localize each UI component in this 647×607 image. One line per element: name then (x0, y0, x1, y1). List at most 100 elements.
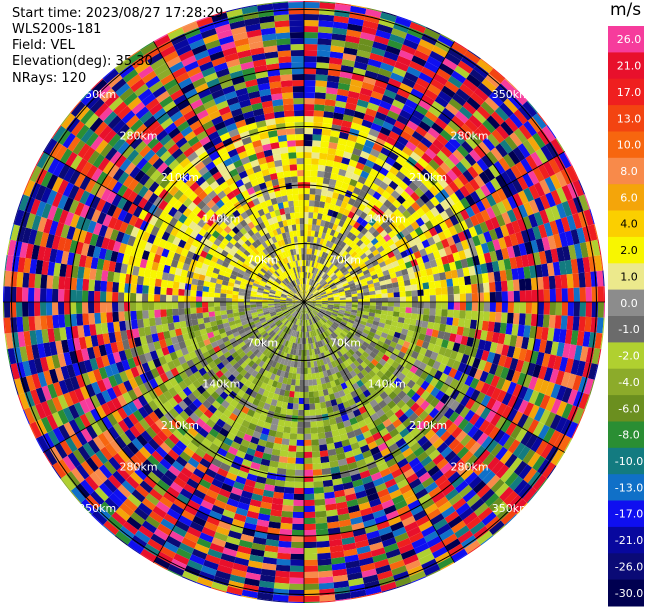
velocity-gate (437, 34, 454, 48)
velocity-gate (313, 110, 325, 117)
velocity-gate (593, 224, 599, 240)
velocity-gate (512, 313, 520, 325)
velocity-gate (423, 261, 432, 270)
velocity-gate (276, 467, 287, 475)
velocity-gate (376, 245, 385, 253)
velocity-gate (453, 302, 461, 311)
velocity-gate (446, 236, 456, 247)
velocity-gate (473, 87, 489, 102)
velocity-gate (330, 284, 337, 289)
velocity-gate (376, 257, 385, 264)
velocity-gate (533, 406, 546, 422)
velocity-gate (160, 316, 168, 325)
velocity-gate (358, 37, 374, 47)
velocity-gate (310, 433, 319, 440)
velocity-gate (389, 104, 403, 115)
velocity-gate (334, 237, 340, 245)
velocity-gate (409, 278, 417, 286)
velocity-gate (555, 370, 565, 386)
velocity-gate (436, 68, 451, 81)
velocity-gate (238, 305, 245, 309)
velocity-gate (112, 281, 119, 293)
velocity-gate (429, 259, 438, 268)
velocity-gate (512, 397, 524, 411)
velocity-gate (449, 215, 459, 226)
velocity-gate (318, 207, 324, 214)
velocity-gate (369, 270, 377, 277)
velocity-gate (348, 84, 362, 94)
velocity-gate (372, 117, 385, 127)
velocity-gate (570, 330, 579, 346)
velocity-gate (360, 235, 368, 243)
velocity-gate (550, 205, 561, 221)
velocity-gate (423, 302, 430, 309)
velocity-gate (539, 209, 550, 225)
velocity-gate (335, 180, 343, 188)
velocity-gate (560, 168, 573, 185)
velocity-gate (360, 320, 367, 326)
velocity-gate (490, 375, 501, 388)
velocity-gate (511, 220, 521, 234)
velocity-gate (424, 349, 433, 359)
velocity-gate (336, 282, 343, 288)
velocity-gate (483, 292, 490, 302)
velocity-gate (311, 288, 316, 294)
velocity-gate (477, 123, 492, 138)
velocity-gate (379, 280, 387, 286)
velocity-gate (430, 351, 439, 361)
velocity-gate (387, 194, 397, 204)
velocity-gate (22, 316, 30, 332)
velocity-gate (304, 278, 307, 285)
velocity-gate (304, 1, 320, 9)
velocity-gate (46, 302, 53, 316)
velocity-gate (314, 282, 320, 288)
velocity-gate (334, 302, 341, 304)
velocity-gate (328, 248, 334, 256)
velocity-gate (437, 363, 447, 373)
velocity-gate (344, 145, 355, 154)
velocity-gate (405, 290, 412, 297)
velocity-gate (350, 312, 357, 316)
velocity-gate (364, 230, 372, 239)
velocity-gate (561, 288, 568, 302)
velocity-gate (406, 215, 416, 225)
velocity-gate (448, 98, 463, 111)
velocity-gate (516, 218, 527, 232)
velocity-gate (304, 445, 312, 453)
velocity-gate (287, 451, 297, 458)
velocity-gate (323, 111, 334, 119)
velocity-gate (310, 266, 314, 273)
velocity-gate (501, 211, 512, 225)
velocity-gate (406, 66, 422, 78)
velocity-gate (385, 278, 392, 285)
velocity-gate (380, 265, 388, 272)
velocity-gate (503, 235, 513, 248)
velocity-gate (319, 594, 336, 602)
velocity-gate (314, 194, 321, 202)
velocity-gate (297, 421, 304, 428)
velocity-gate (492, 239, 501, 251)
velocity-gate (576, 360, 586, 377)
velocity-gate (283, 426, 291, 434)
velocity-gate (364, 214, 372, 223)
velocity-gate (191, 278, 199, 286)
velocity-gate (465, 136, 478, 150)
velocity-gate (524, 278, 532, 291)
velocity-gate (34, 287, 41, 302)
velocity-gate (600, 254, 604, 271)
velocity-gate (307, 260, 311, 267)
velocity-gate (398, 286, 406, 292)
velocity-gate (314, 504, 326, 512)
velocity-gate (339, 295, 346, 299)
velocity-gate (326, 227, 332, 235)
velocity-gate (339, 303, 346, 307)
velocity-gate (349, 241, 357, 249)
velocity-gate (398, 151, 410, 162)
velocity-gate (560, 419, 573, 436)
velocity-gate (313, 475, 323, 482)
velocity-gate (148, 285, 155, 295)
velocity-gate (435, 241, 444, 251)
velocity-gate (345, 302, 352, 305)
velocity-gate (481, 78, 497, 93)
velocity-gate (460, 353, 470, 365)
